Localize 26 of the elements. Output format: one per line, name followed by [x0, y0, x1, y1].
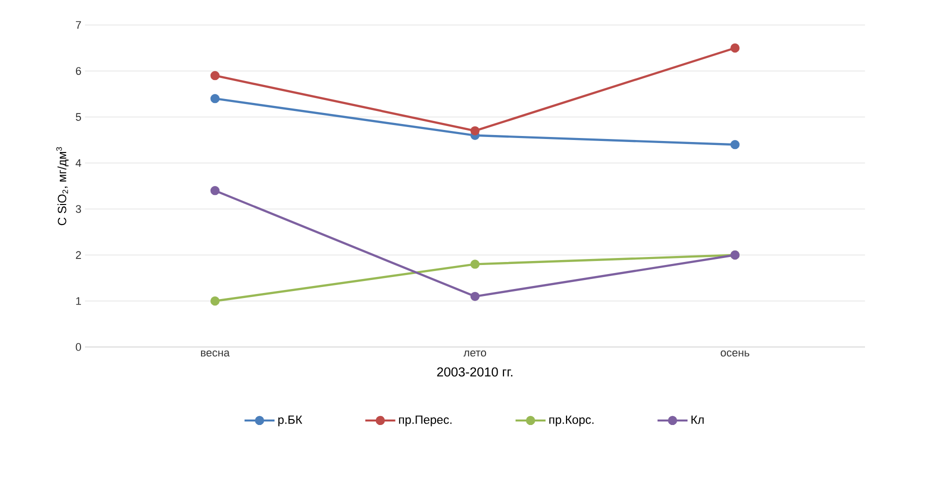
legend-label: Кл — [692, 416, 704, 424]
legend-label: пр.Перес. — [399, 416, 452, 426]
legend-label: р.БК — [278, 416, 302, 426]
y-tick-label: 7 — [76, 21, 81, 29]
x-tick-label: осень — [720, 350, 750, 357]
point — [210, 71, 220, 80]
y-tick-label: 2 — [76, 251, 81, 259]
x-tick-label: весна — [201, 350, 230, 357]
y-tick-label: 5 — [76, 113, 82, 121]
point — [470, 260, 480, 269]
point — [210, 186, 220, 196]
point — [210, 94, 220, 104]
y-tick-label: 4 — [76, 159, 82, 167]
point — [730, 140, 740, 150]
point — [730, 43, 740, 53]
legend-label: пр.Корс. — [549, 416, 594, 426]
y-axis-title: C SiO$_{2}$, мг/дм$^{3}$ — [56, 147, 69, 226]
point — [210, 296, 220, 306]
y-tick-label: 1 — [76, 297, 81, 305]
point — [470, 292, 480, 301]
point — [470, 126, 480, 136]
x-axis-title: 2003-2010 гг. — [437, 367, 512, 377]
y-tick-label: 3 — [76, 205, 81, 213]
x-tick-label: лето — [464, 350, 486, 357]
y-tick-label: 6 — [76, 67, 81, 75]
y-tick-label: 0 — [76, 343, 82, 351]
